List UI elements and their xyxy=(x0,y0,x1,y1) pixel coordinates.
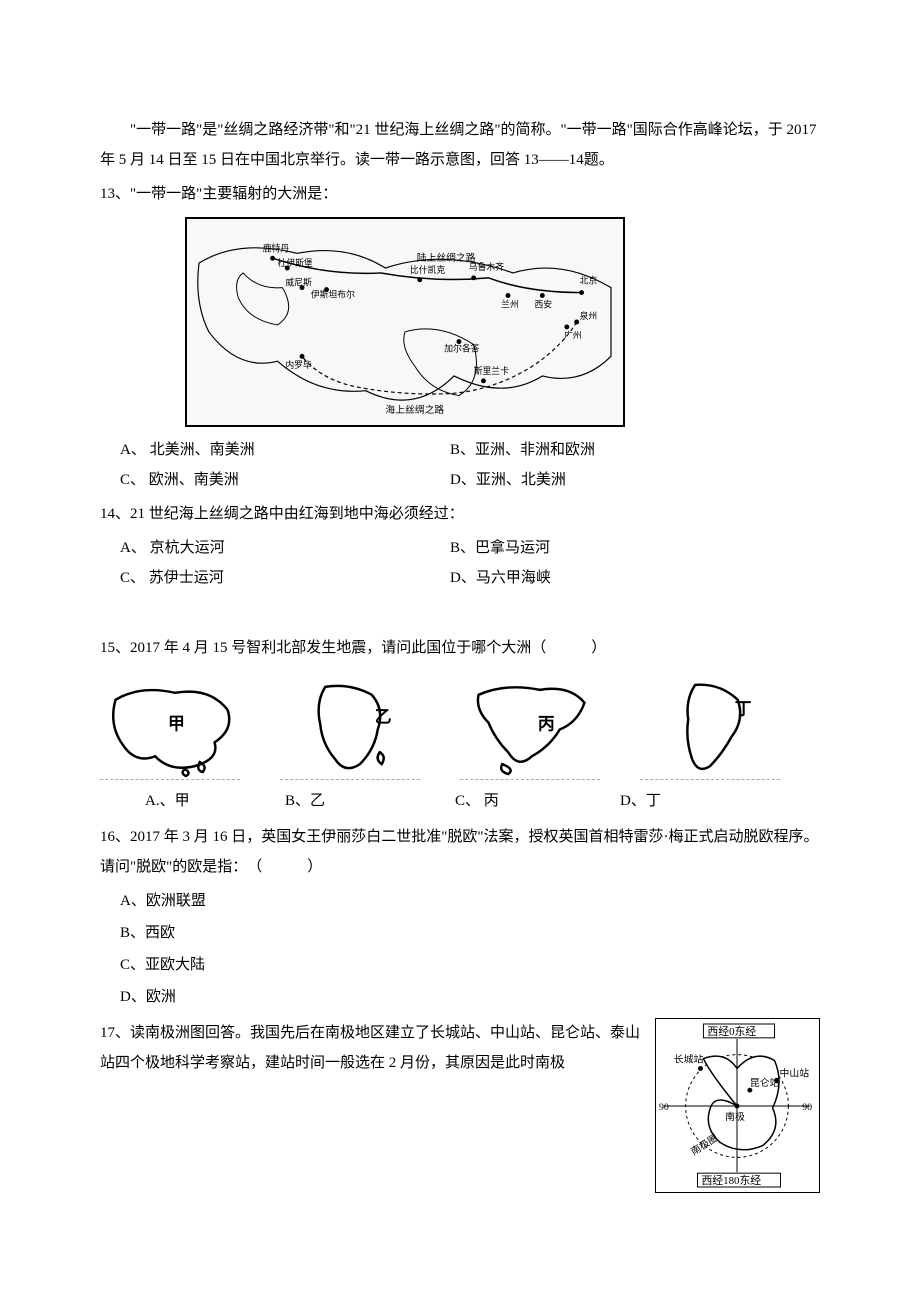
q14-stem: 14、21 世纪海上丝绸之路中由红海到地中海必须经过： xyxy=(100,499,820,529)
q14-opt-a: A、 京杭大运河 xyxy=(120,533,450,563)
svg-text:加尔各答: 加尔各答 xyxy=(444,342,479,353)
q13-opt-d: D、亚洲、北美洲 xyxy=(450,465,820,495)
q14-options-row1: A、 京杭大运河 B、巴拿马运河 xyxy=(100,533,820,563)
continent-africa: 乙 xyxy=(280,675,420,780)
q15-opt-b: B、乙 xyxy=(285,786,455,816)
q13-options-row1: A、 北美洲、南美洲 B、亚洲、非洲和欧洲 xyxy=(100,435,820,465)
q16-opt-d: D、欧洲 xyxy=(120,982,820,1012)
q14-opt-d: D、马六甲海峡 xyxy=(450,563,820,593)
svg-text:海上丝绸之路: 海上丝绸之路 xyxy=(385,403,444,416)
svg-text:斯里兰卡: 斯里兰卡 xyxy=(474,365,509,376)
q13-opt-b: B、亚洲、非洲和欧洲 xyxy=(450,435,820,465)
svg-text:丙: 丙 xyxy=(538,714,555,733)
svg-text:威尼斯: 威尼斯 xyxy=(285,277,312,288)
svg-text:广州: 广州 xyxy=(564,330,582,341)
svg-text:鹿特丹: 鹿特丹 xyxy=(263,242,290,253)
q13-opt-a: A、 北美洲、南美洲 xyxy=(120,435,450,465)
svg-text:90: 90 xyxy=(659,1102,669,1113)
svg-text:中山站: 中山站 xyxy=(779,1066,809,1079)
svg-text:泉州: 泉州 xyxy=(580,310,598,321)
svg-text:北京: 北京 xyxy=(580,275,598,286)
q13-stem: 13、"一带一路"主要辐射的大洲是： xyxy=(100,179,820,209)
svg-text:长城站: 长城站 xyxy=(674,1053,704,1066)
q16-stem: 16、2017 年 3 月 16 日，英国女王伊丽莎白二世批准"脱欧"法案，授权… xyxy=(100,822,820,882)
svg-text:西经180东经: 西经180东经 xyxy=(701,1174,761,1187)
svg-text:丁: 丁 xyxy=(735,700,752,719)
q14-options-row2: C、 苏伊士运河 D、马六甲海峡 xyxy=(100,563,820,593)
q14-opt-b: B、巴拿马运河 xyxy=(450,533,820,563)
q14-opt-c: C、 苏伊士运河 xyxy=(120,563,450,593)
continent-asia: 甲 xyxy=(100,675,240,780)
q15-options: A.、甲 B、乙 C、 丙 D、丁 xyxy=(100,786,820,816)
q16-opt-b: B、西欧 xyxy=(120,918,820,948)
antarctica-map: 西经0东经 长城站 中山站 昆仑站 南极 90 90 南极圈 西经180东经 xyxy=(655,1018,820,1193)
svg-text:昆仑站: 昆仑站 xyxy=(750,1076,780,1089)
q13-options-row2: C、 欧洲、南美洲 D、亚洲、北美洲 xyxy=(100,465,820,495)
q15-stem: 15、2017 年 4 月 15 号智利北部发生地震，请问此国位于哪个大洲（ ） xyxy=(100,633,820,663)
q15-opt-c: C、 丙 xyxy=(455,786,620,816)
svg-text:陆上丝绸之路: 陆上丝绸之路 xyxy=(417,251,476,264)
svg-text:伊斯坦布尔: 伊斯坦布尔 xyxy=(311,288,355,299)
svg-text:比什凯克: 比什凯克 xyxy=(410,264,445,275)
svg-text:西安: 西安 xyxy=(534,298,552,309)
continent-south-america: 丁 xyxy=(640,675,780,780)
continent-north-america: 丙 xyxy=(460,675,600,780)
svg-text:乙: 乙 xyxy=(375,708,392,727)
q17-stem: 17、读南极洲图回答。我国先后在南极地区建立了长城站、中山站、昆仑站、泰山站四个… xyxy=(100,1018,645,1078)
belt-road-map: 鹿特丹 杜伊斯堡 威尼斯 伊斯坦布尔 比什凯克 乌鲁木齐 兰州 西安 北京 泉州… xyxy=(185,217,625,427)
q16-options: A、欧洲联盟 B、西欧 C、亚欧大陆 D、欧洲 xyxy=(100,886,820,1012)
svg-text:杜伊斯堡: 杜伊斯堡 xyxy=(277,257,312,268)
q16-opt-c: C、亚欧大陆 xyxy=(120,950,820,980)
svg-text:南极: 南极 xyxy=(725,1110,745,1123)
continent-row: 甲 乙 丙 丁 xyxy=(100,675,820,780)
svg-text:90: 90 xyxy=(802,1102,812,1113)
svg-text:甲: 甲 xyxy=(168,714,185,733)
q16-opt-a: A、欧洲联盟 xyxy=(120,886,820,916)
intro-passage: "一带一路"是"丝绸之路经济带"和"21 世纪海上丝绸之路"的简称。"一带一路"… xyxy=(100,115,820,175)
q15-opt-a: A.、甲 xyxy=(100,786,285,816)
svg-text:兰州: 兰州 xyxy=(501,298,519,309)
svg-text:西经0东经: 西经0东经 xyxy=(707,1025,756,1038)
q15-opt-d: D、丁 xyxy=(620,786,661,816)
q17-wrap: 17、读南极洲图回答。我国先后在南极地区建立了长城站、中山站、昆仑站、泰山站四个… xyxy=(100,1014,820,1193)
svg-text:内罗毕: 内罗毕 xyxy=(285,359,312,370)
svg-text:南极圈: 南极圈 xyxy=(688,1131,720,1158)
q13-opt-c: C、 欧洲、南美洲 xyxy=(120,465,450,495)
